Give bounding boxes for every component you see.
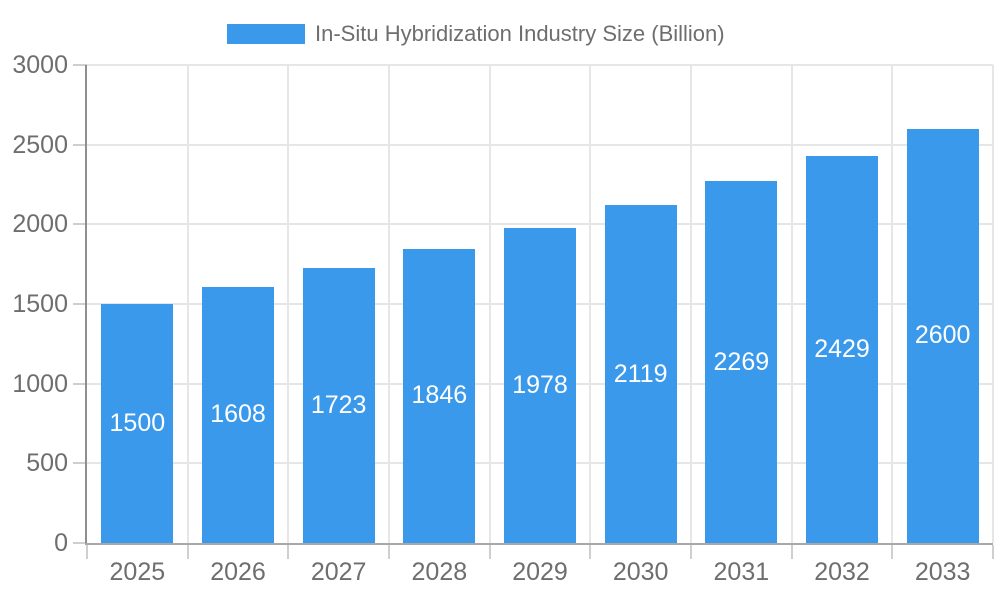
- x-axis-tick: [287, 545, 290, 559]
- y-axis-label: 2000: [12, 210, 68, 239]
- legend: In-Situ Hybridization Industry Size (Bil…: [227, 21, 725, 47]
- y-axis-label: 3000: [12, 51, 68, 79]
- bar[interactable]: 1608: [202, 286, 274, 543]
- bar-value-label: 1500: [109, 409, 166, 437]
- gridline-vertical: [992, 65, 994, 543]
- gridline-vertical: [488, 65, 491, 543]
- y-axis-tick: [73, 542, 87, 544]
- bar-value-label: 1608: [210, 400, 266, 429]
- bar[interactable]: 1723: [302, 268, 375, 543]
- bar-value-label: 1846: [411, 381, 468, 410]
- legend-label: In-Situ Hybridization Industry Size (Bil…: [315, 21, 725, 46]
- x-axis-tick: [488, 545, 491, 559]
- bar-value-label: 2600: [914, 321, 971, 350]
- gridline-vertical: [287, 65, 290, 543]
- gridline-vertical: [690, 65, 692, 543]
- bar[interactable]: 1978: [504, 227, 576, 543]
- x-axis-tick: [388, 545, 390, 559]
- y-axis-label: 1000: [12, 369, 68, 398]
- legend-item[interactable]: In-Situ Hybridization Industry Size (Bil…: [227, 21, 725, 47]
- bar[interactable]: 2119: [604, 205, 677, 543]
- x-axis-tick: [690, 545, 692, 559]
- x-axis-line: [85, 543, 993, 545]
- x-axis-label: 2026: [210, 558, 266, 586]
- x-axis-label: 2033: [914, 558, 971, 586]
- x-axis-label: 2030: [612, 558, 669, 586]
- x-axis-tick: [891, 545, 894, 559]
- y-axis-tick: [73, 303, 87, 305]
- gridline-horizontal: [87, 64, 993, 66]
- legend-swatch: [227, 24, 305, 44]
- y-axis-label: 1500: [12, 290, 68, 318]
- y-axis-tick: [73, 143, 87, 146]
- bar[interactable]: 1500: [101, 304, 174, 543]
- bar[interactable]: 2269: [705, 181, 778, 543]
- y-axis-tick: [73, 223, 87, 226]
- bar[interactable]: 2600: [906, 128, 979, 543]
- bar-value-label: 1723: [310, 391, 367, 420]
- y-axis-label: 500: [26, 449, 68, 478]
- y-axis-tick: [73, 462, 87, 465]
- x-axis-label: 2029: [512, 558, 568, 586]
- x-axis-tick: [186, 545, 189, 559]
- x-axis-label: 2032: [814, 558, 870, 586]
- x-axis-tick: [86, 545, 88, 559]
- bar[interactable]: 1846: [403, 248, 476, 543]
- gridline-horizontal: [87, 143, 993, 146]
- gridline-vertical: [589, 65, 592, 543]
- bar-value-label: 2269: [713, 347, 770, 376]
- x-axis-label: 2025: [109, 558, 166, 586]
- gridline-horizontal: [87, 223, 993, 226]
- x-axis-label: 2028: [411, 558, 468, 586]
- x-axis-tick: [589, 545, 592, 559]
- y-axis-line: [85, 65, 87, 545]
- bar-value-label: 2119: [613, 359, 668, 388]
- x-axis-label: 2027: [310, 558, 367, 586]
- bar-value-label: 1978: [512, 370, 568, 399]
- y-axis-tick: [73, 382, 87, 385]
- gridline-vertical: [891, 65, 894, 543]
- y-axis-label: 0: [54, 529, 68, 557]
- gridline-vertical: [790, 65, 793, 543]
- y-axis-tick: [73, 64, 87, 66]
- x-axis-tick: [992, 545, 994, 559]
- bar-value-label: 2429: [814, 334, 870, 363]
- bar[interactable]: 2429: [806, 155, 878, 543]
- x-axis-label: 2031: [713, 558, 770, 586]
- gridline-vertical: [186, 65, 189, 543]
- x-axis-tick: [790, 545, 793, 559]
- gridline-vertical: [388, 65, 390, 543]
- y-axis-label: 2500: [12, 130, 68, 159]
